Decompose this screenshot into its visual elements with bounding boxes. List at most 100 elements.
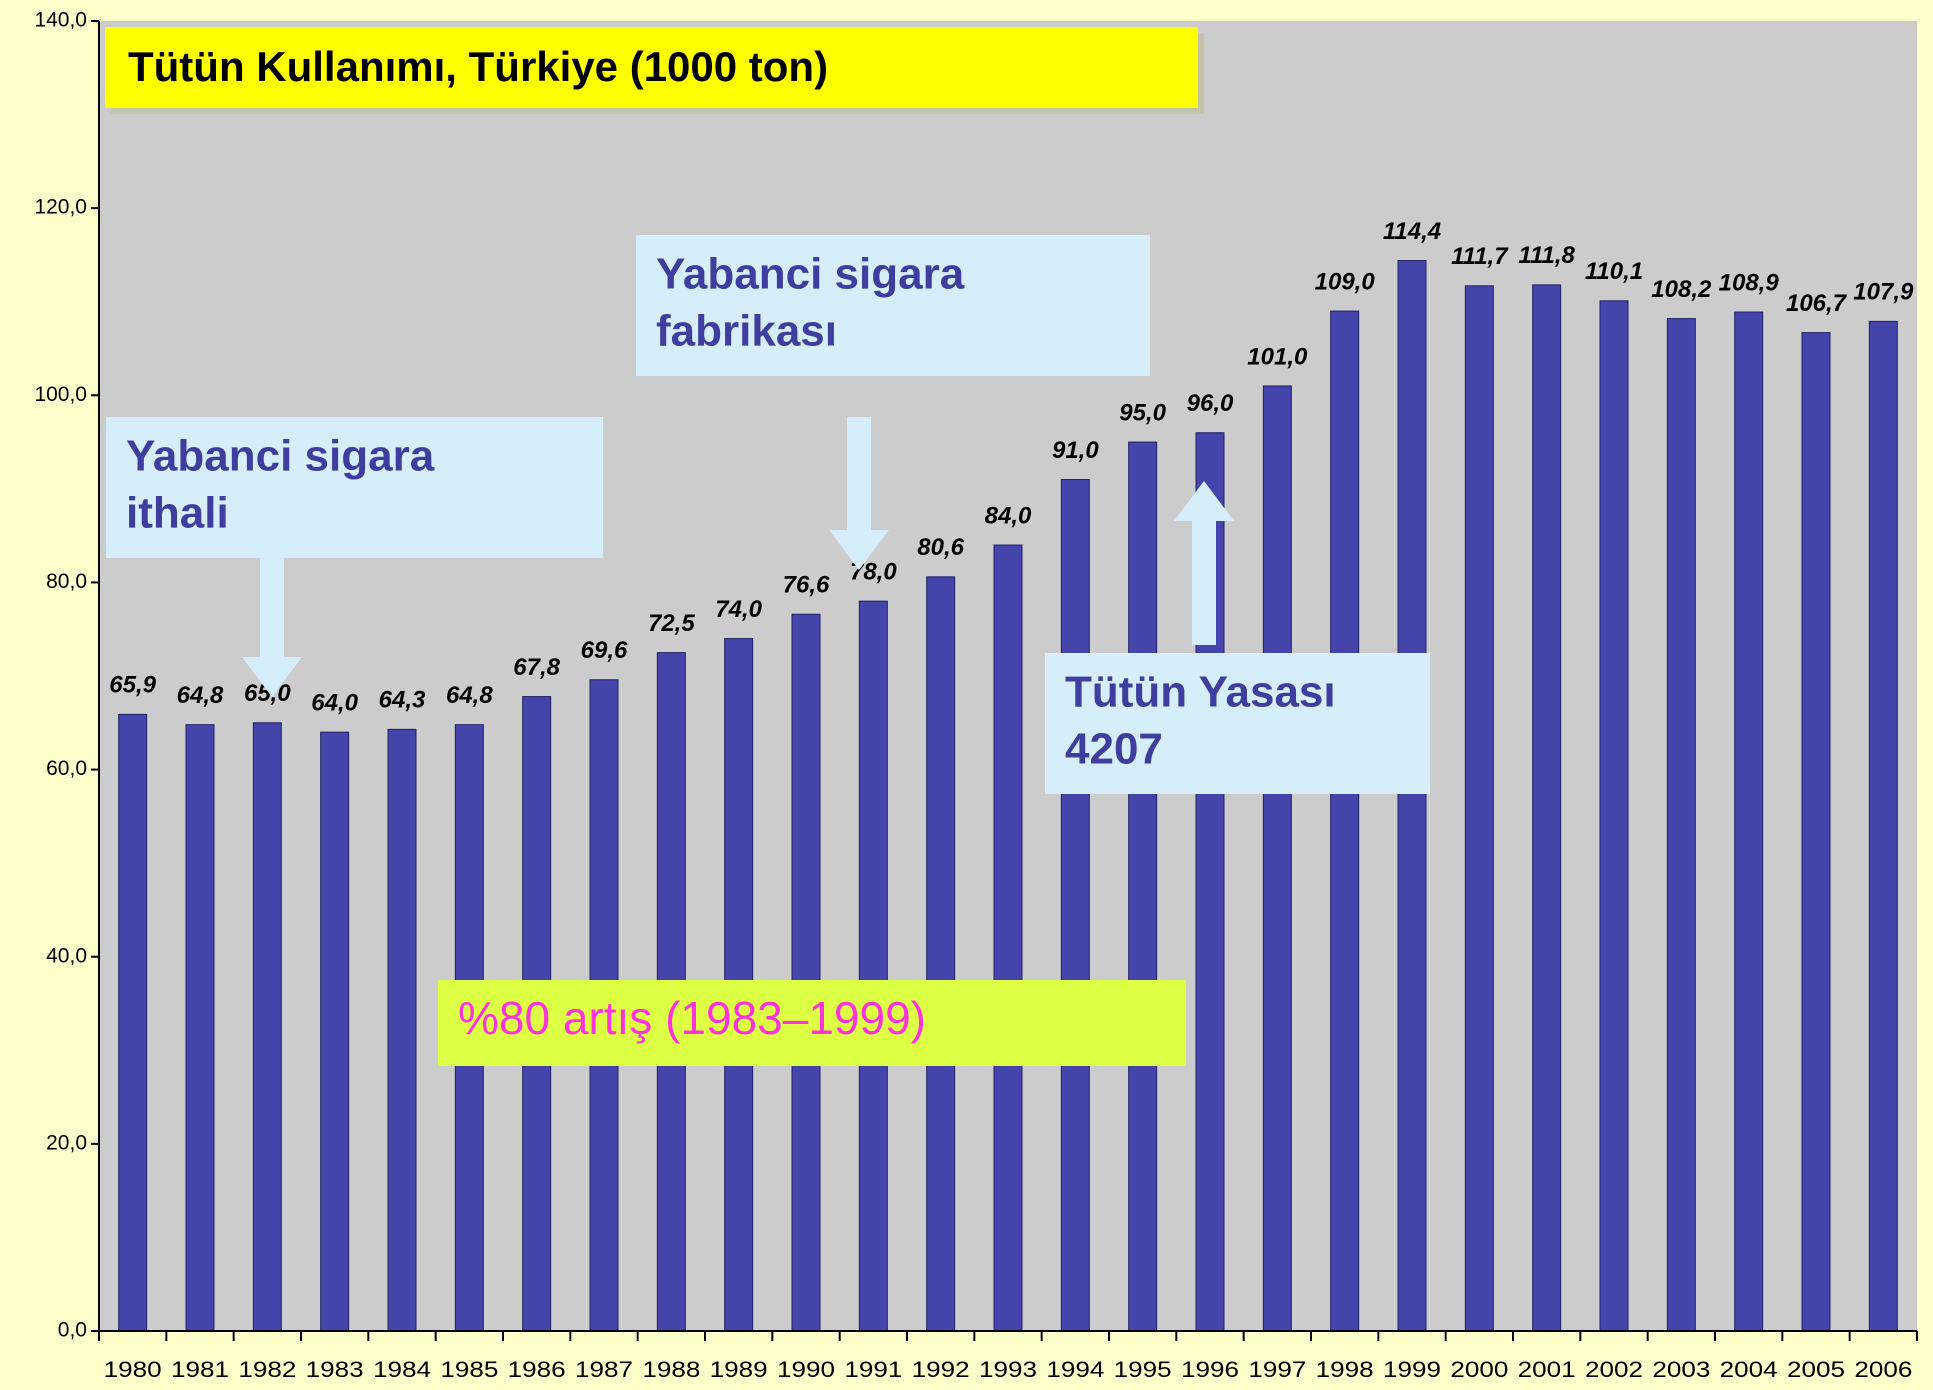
x-tick-label: 1990 xyxy=(777,1357,835,1382)
bar xyxy=(387,728,417,1332)
value-label: 74,0 xyxy=(715,596,762,623)
value-label: 64,0 xyxy=(311,689,358,716)
y-tick-label: 40,0 xyxy=(46,944,87,967)
bar xyxy=(993,544,1023,1332)
arrow-head xyxy=(242,657,302,697)
bar xyxy=(791,613,821,1332)
value-label: 67,8 xyxy=(513,654,560,681)
bar xyxy=(1868,320,1898,1332)
bar xyxy=(1128,441,1158,1332)
annotation-text: Yabanci sigara xyxy=(126,432,435,481)
x-tick-label: 1986 xyxy=(508,1357,566,1382)
y-tick-label: 120,0 xyxy=(34,196,87,219)
value-label: 96,0 xyxy=(1187,390,1234,417)
x-tick-label: 1984 xyxy=(373,1357,431,1382)
x-tick-label: 1981 xyxy=(171,1357,229,1382)
bar xyxy=(252,722,282,1332)
y-tick-label: 0,0 xyxy=(58,1319,87,1342)
value-label: 64,8 xyxy=(177,682,224,709)
x-tick-label: 2004 xyxy=(1720,1357,1778,1382)
value-label: 114,4 xyxy=(1383,218,1441,245)
x-tick-label: 1994 xyxy=(1046,1357,1104,1382)
value-label: 84,0 xyxy=(985,502,1032,529)
value-label: 65,9 xyxy=(109,672,156,699)
bar xyxy=(1599,300,1629,1332)
value-label: 107,9 xyxy=(1853,279,1914,306)
x-tick-label: 1991 xyxy=(844,1357,902,1382)
arrow-head xyxy=(829,530,889,570)
arrow-shaft xyxy=(260,558,284,657)
value-label: 111,8 xyxy=(1518,242,1575,269)
x-tick-label: 2005 xyxy=(1787,1357,1845,1382)
bar xyxy=(1532,284,1562,1332)
x-tick-label: 1993 xyxy=(979,1357,1037,1382)
value-label: 108,9 xyxy=(1719,269,1780,296)
value-label: 110,1 xyxy=(1585,258,1643,285)
x-tick-label: 2003 xyxy=(1652,1357,1710,1382)
bar xyxy=(1734,311,1764,1332)
bar xyxy=(1330,310,1360,1332)
x-tick-label: 2000 xyxy=(1450,1357,1508,1382)
value-label: 91,0 xyxy=(1052,437,1099,464)
annotation-text: fabrikası xyxy=(656,307,837,356)
x-tick-label: 2001 xyxy=(1518,1357,1576,1382)
bar xyxy=(1666,318,1696,1332)
x-tick-label: 1989 xyxy=(710,1357,768,1382)
annotation-box xyxy=(438,980,1186,1066)
bar xyxy=(1397,260,1427,1332)
bar xyxy=(185,724,215,1332)
annotation-text: Yabanci sigara xyxy=(656,250,965,299)
value-label: 101,0 xyxy=(1247,343,1308,370)
bar xyxy=(926,576,956,1332)
bar xyxy=(1801,332,1831,1332)
bar xyxy=(320,731,350,1332)
x-tick-label: 2006 xyxy=(1854,1357,1912,1382)
title-box xyxy=(105,27,1198,108)
arrow-head xyxy=(1174,481,1234,521)
x-tick-label: 1996 xyxy=(1181,1357,1239,1382)
bar xyxy=(858,600,888,1332)
y-tick-label: 60,0 xyxy=(46,757,87,780)
arrow-shaft xyxy=(1192,521,1216,645)
annotation-text: ithali xyxy=(126,489,229,538)
annotation-text: %80 artış (1983–1999) xyxy=(458,992,926,1044)
bar xyxy=(1262,385,1292,1332)
value-label: 76,6 xyxy=(783,572,830,599)
x-tick-label: 1995 xyxy=(1114,1357,1172,1382)
bar xyxy=(118,713,148,1332)
x-tick-label: 1982 xyxy=(238,1357,296,1382)
y-tick-label: 80,0 xyxy=(46,570,87,593)
value-label: 106,7 xyxy=(1786,290,1848,317)
chart-title: Tütün Kullanımı, Türkiye (1000 ton) xyxy=(128,43,828,90)
value-label: 64,3 xyxy=(379,687,426,714)
arrow-shaft xyxy=(847,417,871,530)
x-tick-label: 1987 xyxy=(575,1357,633,1382)
x-tick-label: 2002 xyxy=(1585,1357,1643,1382)
x-tick-label: 1980 xyxy=(104,1357,162,1382)
x-tick-label: 1992 xyxy=(912,1357,970,1382)
value-label: 72,5 xyxy=(648,610,695,637)
y-tick-label: 100,0 xyxy=(34,383,87,406)
value-label: 111,7 xyxy=(1451,243,1509,270)
x-tick-label: 1997 xyxy=(1248,1357,1306,1382)
x-tick-label: 1985 xyxy=(440,1357,498,1382)
annotation-text: 4207 xyxy=(1065,725,1163,774)
value-label: 95,0 xyxy=(1119,399,1166,426)
value-label: 64,8 xyxy=(446,682,493,709)
y-tick-label: 20,0 xyxy=(46,1131,87,1154)
annotation-box xyxy=(1045,653,1430,794)
x-tick-label: 1999 xyxy=(1383,1357,1441,1382)
value-label: 69,6 xyxy=(581,637,628,664)
annotation-box xyxy=(636,235,1150,376)
x-tick-label: 1998 xyxy=(1316,1357,1374,1382)
x-tick-label: 1983 xyxy=(306,1357,364,1382)
annotation-text: Tütün Yasası xyxy=(1065,668,1336,717)
y-tick-label: 140,0 xyxy=(34,9,87,32)
x-tick-label: 1988 xyxy=(642,1357,700,1382)
value-label: 108,2 xyxy=(1651,276,1712,303)
value-label: 109,0 xyxy=(1315,268,1376,295)
bar xyxy=(1060,479,1090,1332)
annotation-box xyxy=(106,417,603,558)
value-label: 80,6 xyxy=(917,534,964,561)
